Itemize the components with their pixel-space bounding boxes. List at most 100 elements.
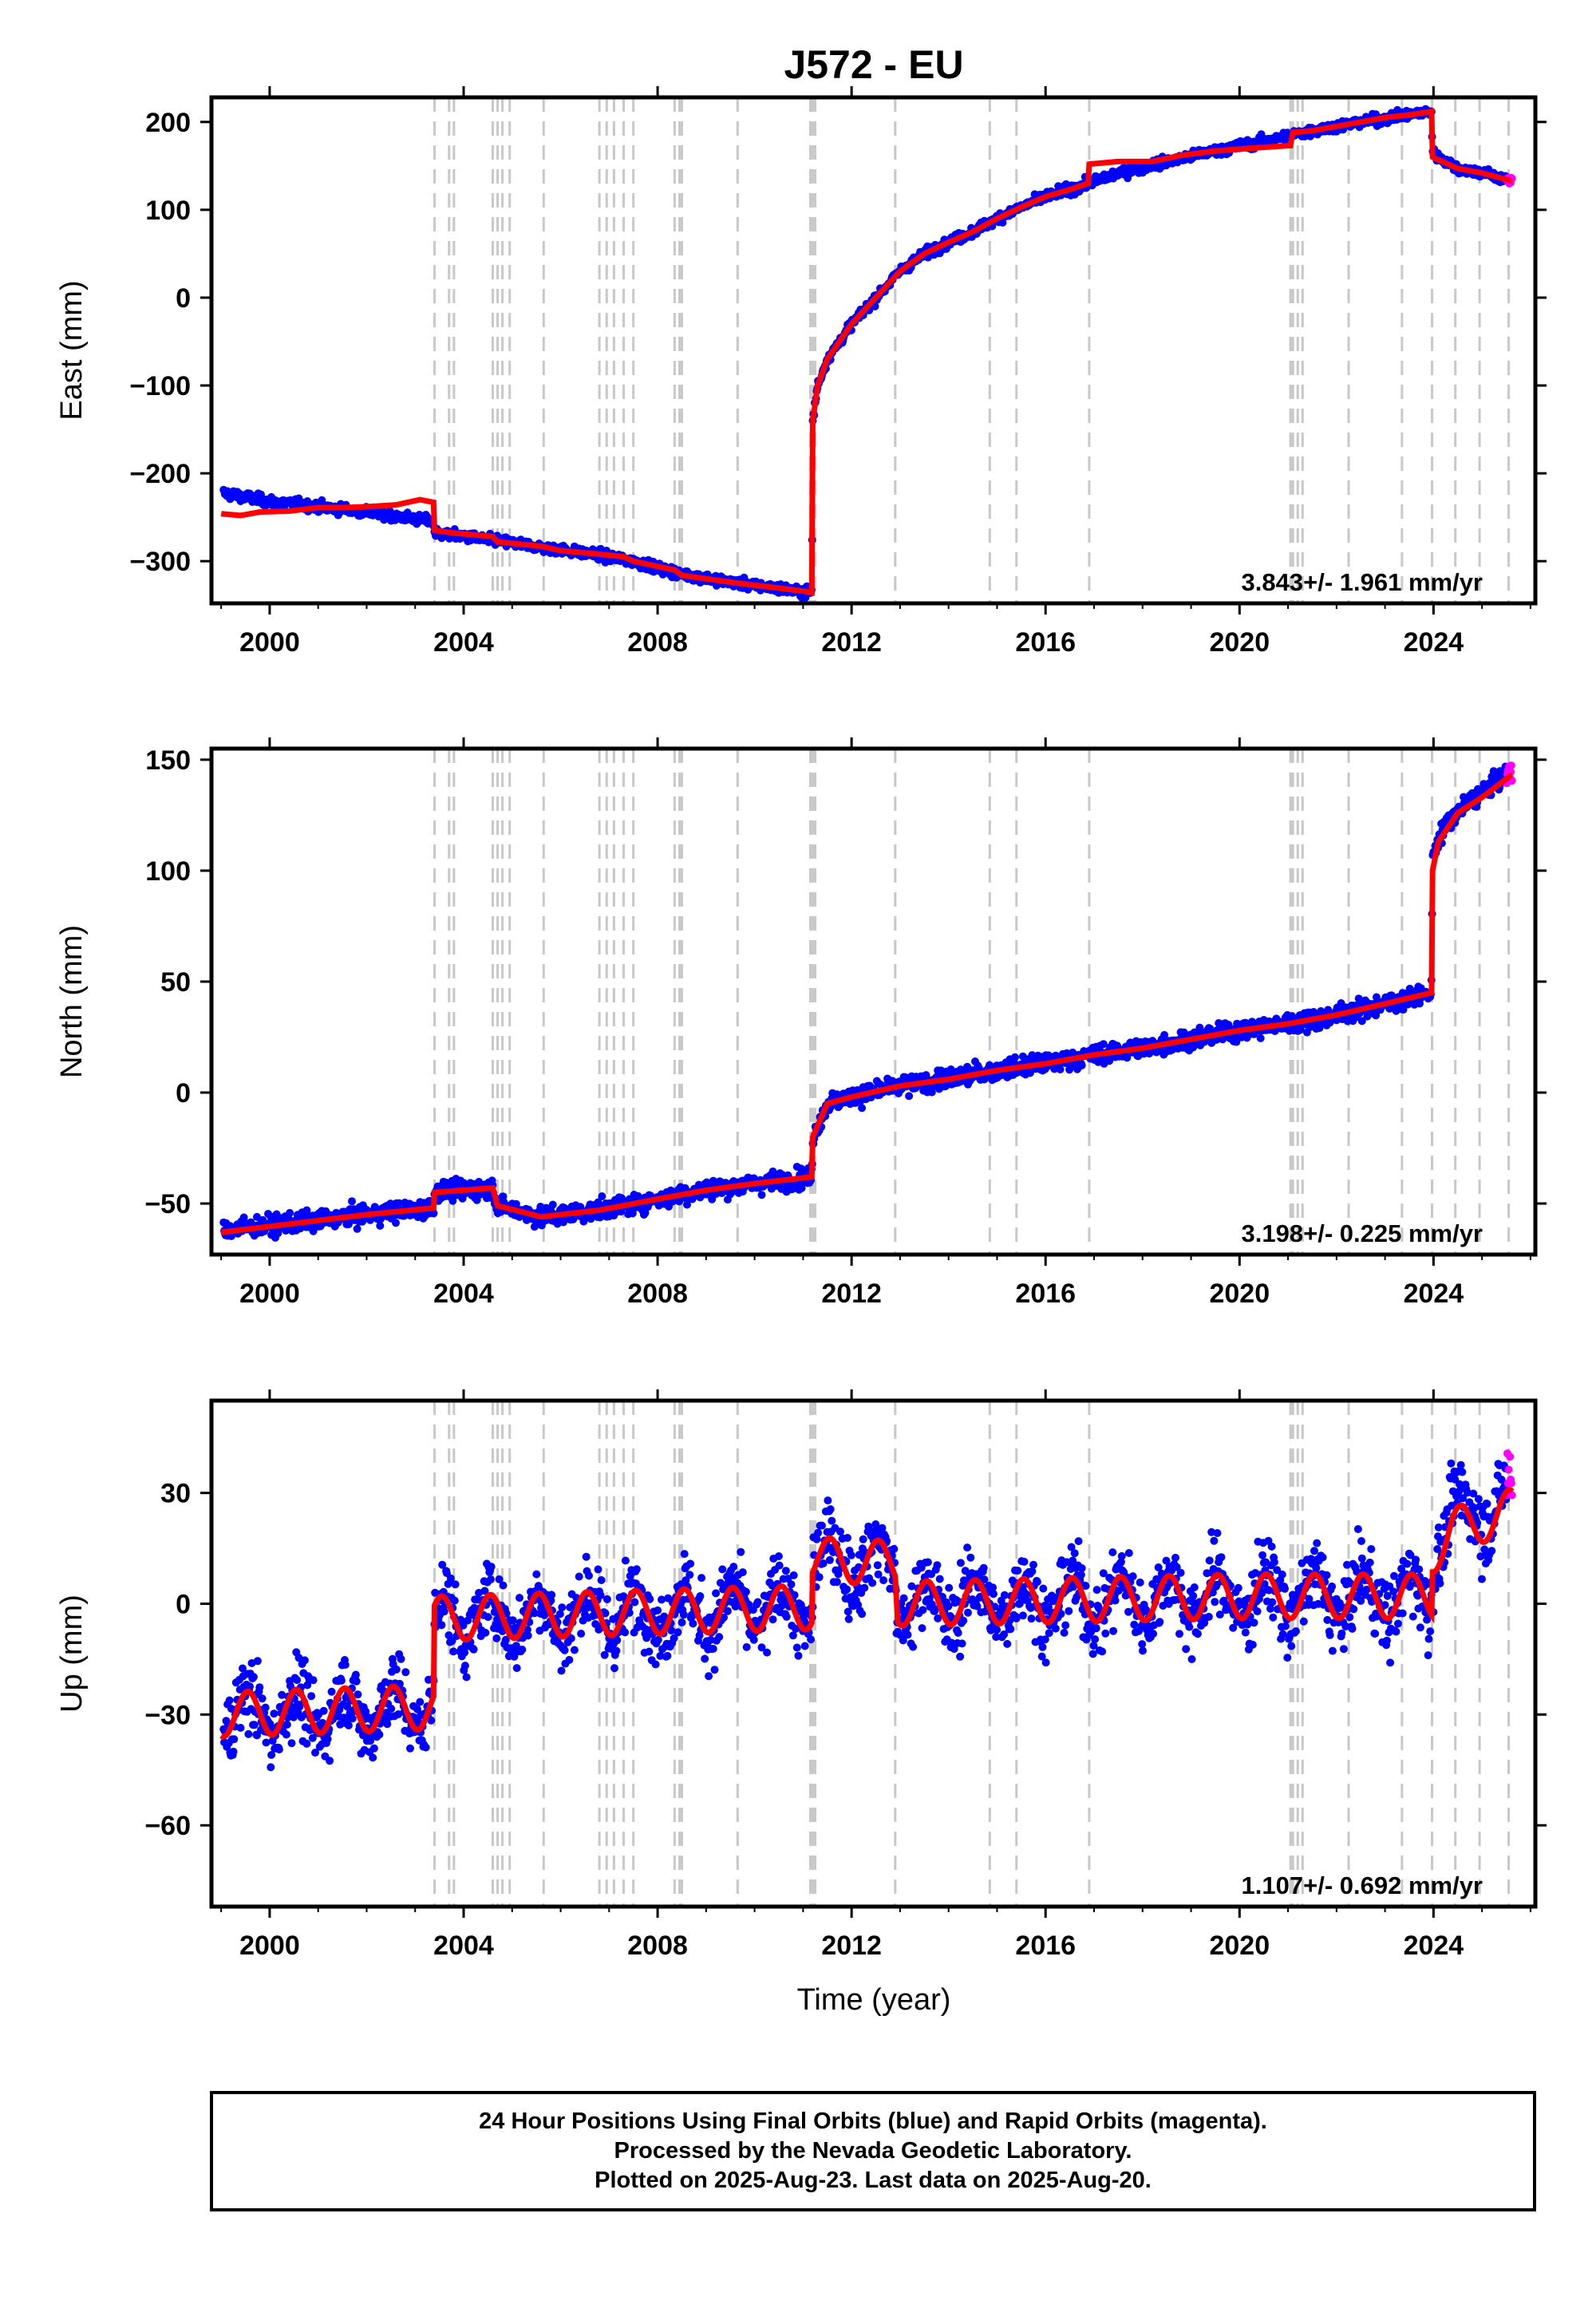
final-orbit-point <box>565 1655 574 1664</box>
x-tick-label: 2012 <box>821 627 882 658</box>
north-frame <box>209 746 1538 1257</box>
final-orbit-point <box>680 1550 689 1559</box>
final-orbit-point <box>229 1747 238 1756</box>
final-orbit-point <box>674 1628 682 1637</box>
final-orbit-point <box>678 1618 686 1626</box>
final-orbit-point <box>353 1224 361 1233</box>
y-tick-label: 100 <box>145 856 191 887</box>
final-orbit-point <box>685 1571 694 1579</box>
x-tick-label: 2020 <box>1209 627 1270 658</box>
final-orbit-point <box>697 1574 706 1583</box>
final-orbit-point <box>286 1208 294 1217</box>
final-orbit-point <box>512 1199 520 1208</box>
final-orbit-point <box>1011 1053 1019 1061</box>
final-orbit-point <box>575 1572 583 1581</box>
final-orbit-point <box>255 1683 264 1692</box>
final-orbit-point <box>348 1197 356 1206</box>
final-orbit-point <box>450 1596 459 1605</box>
final-orbit-point <box>348 1714 357 1723</box>
final-orbit-point <box>632 1565 641 1574</box>
up-plot-area <box>219 1401 1516 1907</box>
x-tick-label: 2020 <box>1209 1279 1270 1309</box>
final-orbit-point <box>484 1613 492 1622</box>
final-orbit-point <box>518 1646 527 1654</box>
final-orbit-point <box>327 1687 336 1696</box>
final-orbit-point <box>705 1672 713 1681</box>
final-orbit-point <box>686 1559 695 1568</box>
final-orbit-point <box>261 1703 270 1712</box>
final-orbit-point <box>376 1221 385 1230</box>
final-orbit-point <box>560 1646 569 1654</box>
final-orbit-point <box>585 1571 593 1580</box>
final-orbit-point <box>858 1104 867 1113</box>
final-orbit-point <box>621 1628 630 1637</box>
east-model-line <box>220 108 1512 596</box>
final-orbit-point <box>383 1720 392 1729</box>
final-orbit-point <box>395 1199 404 1207</box>
north-rate-label: 3.198+/- 0.225 mm/yr <box>1242 1219 1483 1247</box>
final-orbit-point <box>319 1706 328 1715</box>
final-orbit-point <box>512 1664 521 1673</box>
x-tick-label: 2016 <box>1015 1279 1076 1309</box>
final-orbit-point <box>654 1606 662 1614</box>
y-tick-label: −100 <box>129 371 191 401</box>
final-orbit-point <box>230 1735 239 1744</box>
final-orbit-point <box>710 1666 719 1674</box>
final-orbit-point <box>469 1645 478 1654</box>
final-orbit-point <box>267 1763 275 1772</box>
east-plot-area <box>219 97 1516 603</box>
north-plot-area <box>219 749 1516 1255</box>
final-orbit-point <box>715 1633 724 1642</box>
north-data-points <box>219 761 1516 1242</box>
final-orbit-point <box>225 1696 234 1705</box>
final-orbit-point <box>401 1668 410 1677</box>
x-tick-label: 2016 <box>1015 627 1076 658</box>
final-orbit-point <box>275 1745 283 1754</box>
final-orbit-point <box>250 1721 259 1729</box>
final-orbit-point <box>344 1721 353 1729</box>
final-orbit-point <box>1256 1034 1265 1042</box>
final-orbit-point <box>679 1611 688 1619</box>
final-orbit-point <box>486 1575 495 1584</box>
final-orbit-point <box>429 1209 438 1218</box>
final-orbit-point <box>244 1729 253 1738</box>
final-orbit-point <box>742 1642 751 1651</box>
final-orbit-point <box>341 1661 350 1669</box>
final-orbit-point <box>610 1664 618 1673</box>
final-orbit-point <box>481 1628 490 1637</box>
final-orbit-point <box>663 1651 672 1660</box>
final-orbit-point <box>905 1092 914 1101</box>
final-orbit-point <box>462 1673 471 1682</box>
final-orbit-point <box>387 1705 396 1713</box>
rapid-orbit-point <box>1507 761 1515 770</box>
final-orbit-point <box>375 1730 384 1739</box>
final-orbit-point <box>741 1587 750 1596</box>
x-tick-label: 2004 <box>433 1279 494 1309</box>
final-orbit-point <box>723 1607 732 1615</box>
y-tick-label: −50 <box>144 1189 191 1219</box>
final-orbit-point <box>612 1646 621 1655</box>
final-orbit-point <box>239 1213 248 1222</box>
final-orbit-point <box>598 1192 606 1200</box>
final-orbit-point <box>451 1580 460 1589</box>
final-orbit-point <box>557 1666 566 1675</box>
y-tick-label: 100 <box>145 196 191 226</box>
final-orbit-point <box>499 1581 508 1590</box>
final-orbit-point <box>492 1634 501 1642</box>
north-model-line <box>220 772 1513 1235</box>
x-tick-label: 2008 <box>627 1279 688 1309</box>
final-orbit-point <box>309 1676 318 1685</box>
final-orbit-point <box>998 219 1007 227</box>
final-orbit-point <box>397 1654 405 1663</box>
x-tick-label: 2024 <box>1404 627 1464 658</box>
final-orbit-point <box>437 1621 446 1630</box>
final-orbit-point <box>352 1677 361 1686</box>
final-orbit-point <box>630 1598 639 1607</box>
final-orbit-point <box>392 1665 401 1674</box>
final-orbit-point <box>406 1744 414 1753</box>
final-orbit-point <box>559 1218 567 1227</box>
final-orbit-point <box>558 1603 567 1612</box>
